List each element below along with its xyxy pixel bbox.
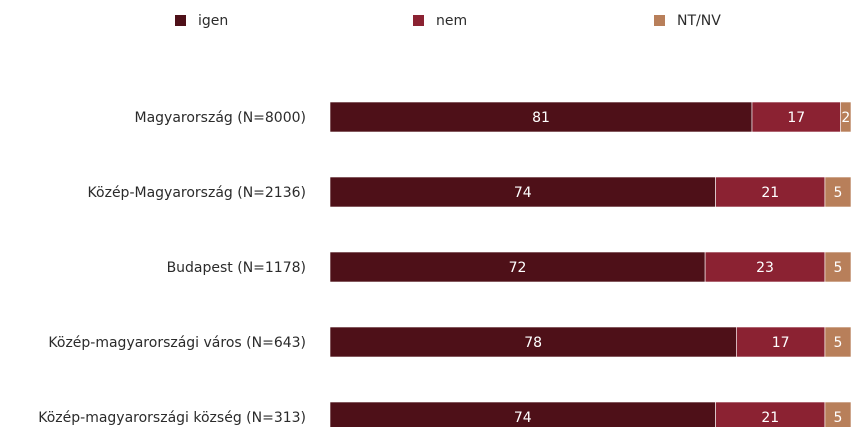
data-label-NT/NV-1: 5 [834, 185, 843, 201]
category-label-4: Közép-magyarországi község (N=313) [38, 410, 306, 426]
bar-segment-nem-1 [715, 176, 826, 208]
bar-segment-igen-2 [329, 251, 706, 283]
legend-label-1: nem [436, 13, 467, 29]
data-label-NT/NV-2: 5 [834, 260, 843, 276]
legend-swatch-2 [654, 15, 665, 26]
bar-segment-igen-4 [329, 401, 716, 427]
bar-segment-NT/NV-3 [824, 326, 851, 358]
legend-label-0: igen [198, 13, 228, 29]
bar-segment-nem-3 [736, 326, 826, 358]
data-label-NT/NV-4: 5 [834, 410, 843, 426]
bar-segment-igen-0 [329, 101, 753, 133]
data-label-nem-2: 23 [756, 260, 774, 276]
category-label-0: Magyarország (N=8000) [135, 110, 307, 126]
legend-swatch-1 [413, 15, 424, 26]
data-label-NT/NV-0: 2 [841, 110, 850, 126]
data-label-NT/NV-3: 5 [834, 335, 843, 351]
data-label-nem-1: 21 [761, 185, 779, 201]
bar-segment-NT/NV-1 [824, 176, 851, 208]
legend-swatch-0 [175, 15, 186, 26]
category-label-3: Közép-magyarországi város (N=643) [48, 335, 306, 351]
bars: Magyarország (N=8000) 81 17 2 Közép-Magyaror… [38, 101, 851, 427]
legend: igen nem NT/NV [175, 13, 721, 29]
data-label-igen-0: 81 [532, 110, 550, 126]
data-label-nem-4: 21 [761, 410, 779, 426]
data-label-nem-0: 17 [787, 110, 805, 126]
legend-label-2: NT/NV [677, 13, 721, 29]
data-label-igen-1: 74 [514, 185, 532, 201]
data-label-igen-4: 74 [514, 410, 532, 426]
bar-segment-nem-0 [751, 101, 841, 133]
data-label-nem-3: 17 [772, 335, 790, 351]
bar-segment-NT/NV-0 [840, 101, 851, 133]
bar-segment-nem-4 [715, 401, 826, 427]
category-label-2: Budapest (N=1178) [167, 260, 306, 276]
bar-segment-NT/NV-4 [824, 401, 851, 427]
data-label-igen-2: 72 [509, 260, 527, 276]
bar-segment-NT/NV-2 [824, 251, 851, 283]
category-label-1: Közép-Magyarország (N=2136) [88, 185, 306, 201]
data-label-igen-3: 78 [524, 335, 542, 351]
